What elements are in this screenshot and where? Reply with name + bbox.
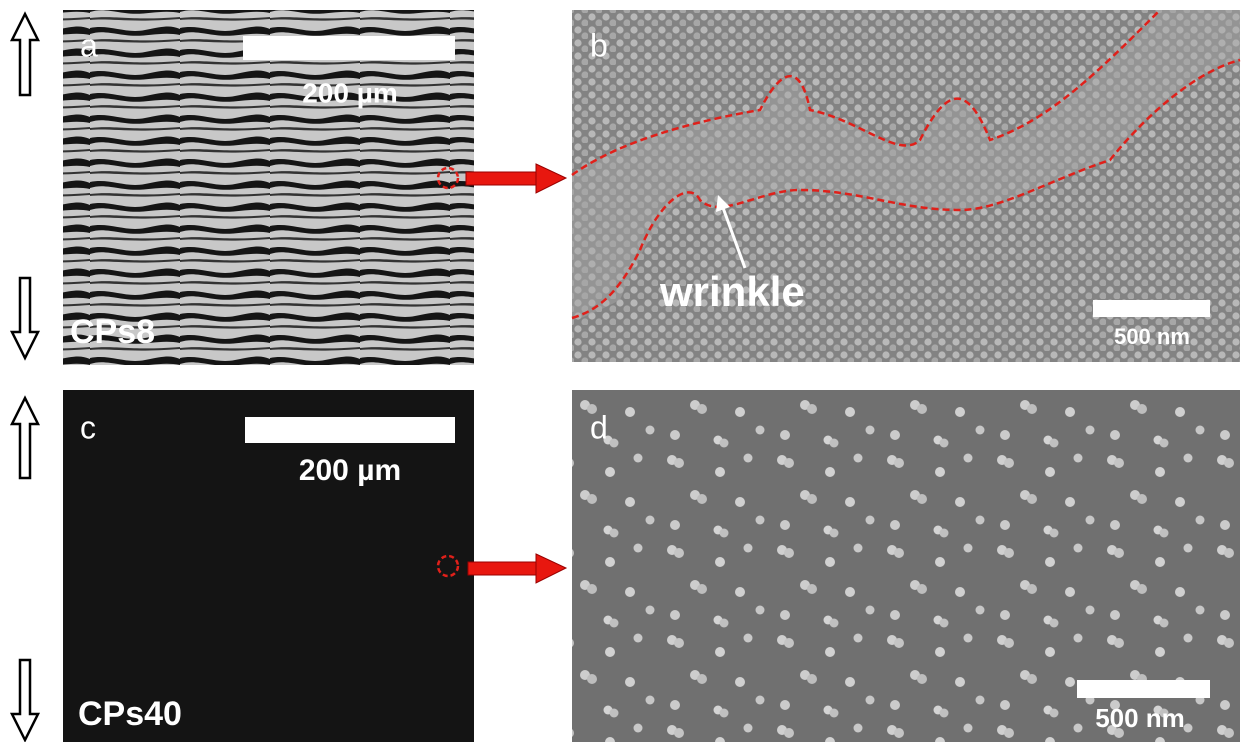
scale-label: 200 µm	[299, 454, 401, 487]
page: a 200 µm CPs8 b 500 nm wrinkle c 200 µm …	[0, 0, 1241, 742]
panel-label: a	[80, 27, 98, 63]
scale-label: 200 µm	[302, 77, 398, 108]
panel-label: b	[590, 27, 608, 63]
panel-label: c	[80, 409, 96, 445]
scale-bar	[245, 417, 455, 443]
scale-label: 500 nm	[1095, 703, 1185, 733]
annotation: wrinkle	[659, 268, 805, 315]
scale-bar	[243, 36, 455, 60]
strain-arrows	[12, 14, 38, 740]
scale-bar	[1077, 680, 1210, 698]
scale-label: 500 nm	[1114, 324, 1190, 349]
figure: a 200 µm CPs8 b 500 nm wrinkle c 200 µm …	[0, 0, 1241, 742]
panel-label: d	[590, 409, 608, 445]
micrograph-a	[63, 10, 474, 365]
sample-label: CPs8	[70, 313, 155, 351]
sample-label: CPs40	[78, 695, 182, 733]
scale-bar	[1093, 300, 1210, 317]
